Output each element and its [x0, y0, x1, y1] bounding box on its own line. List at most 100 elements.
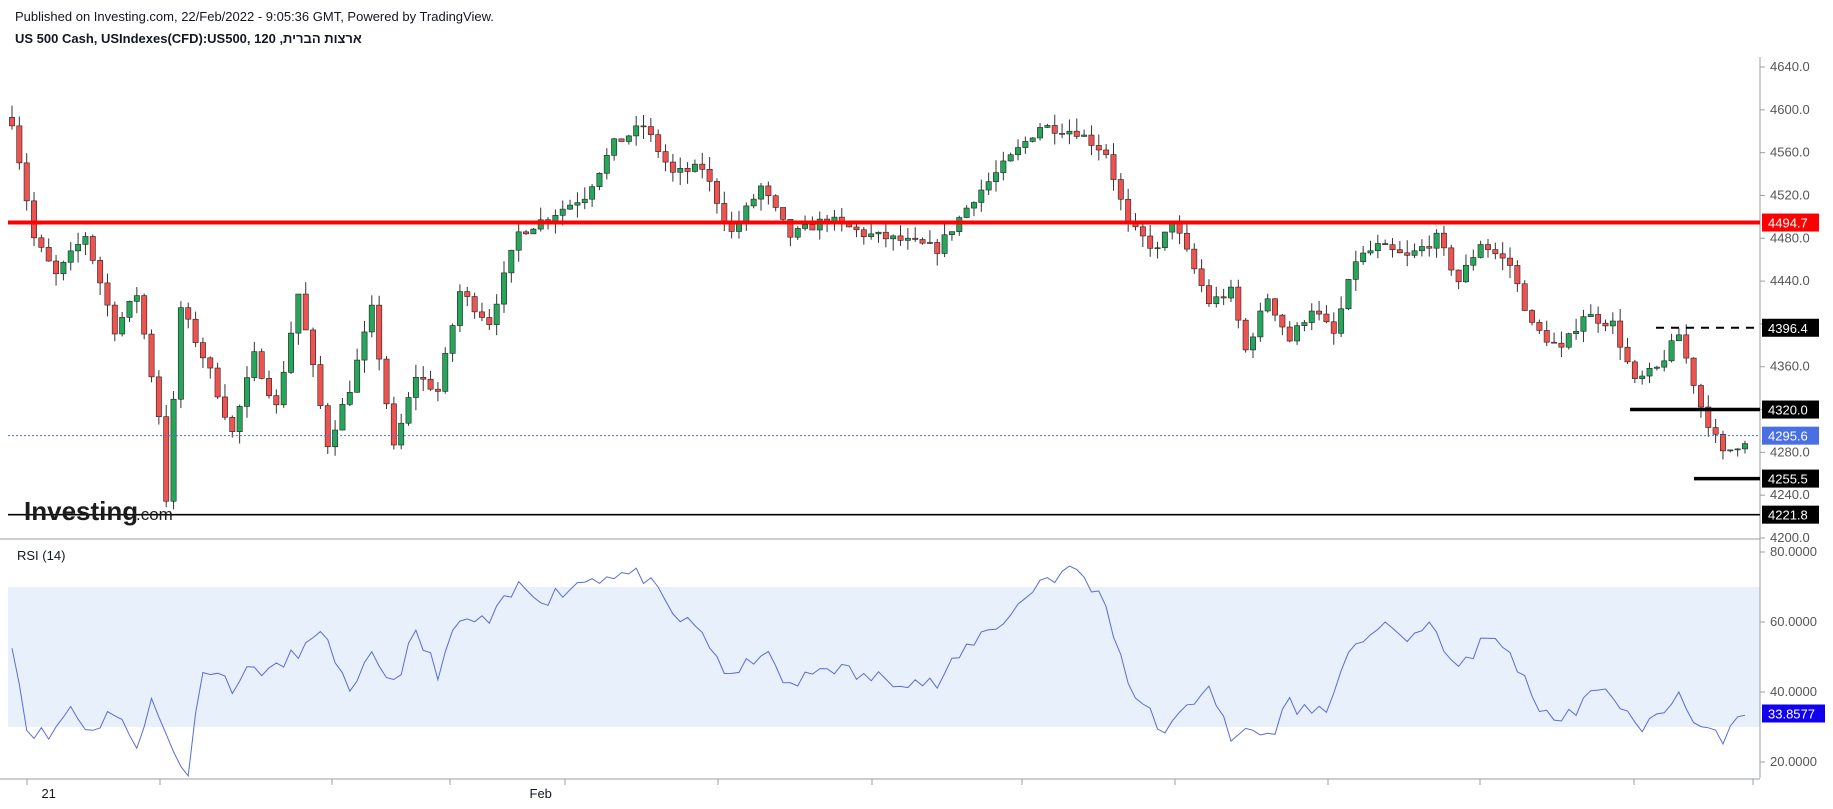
logo-brand: Investing [24, 496, 138, 526]
candle-body [229, 416, 236, 432]
rsi-tick-label: 60.0000 [1770, 614, 1817, 629]
candle-body [1345, 279, 1352, 310]
candle-body [155, 376, 162, 417]
rsi-band-layer [8, 587, 1760, 727]
candle-body [1330, 321, 1337, 334]
candle-body [133, 295, 140, 302]
level-price-label: 4494.7 [1768, 216, 1808, 231]
price-tick-label: 4240.0 [1770, 487, 1810, 502]
level-price-box [1762, 400, 1819, 419]
candle-body [904, 237, 911, 241]
candle-body [1558, 342, 1565, 348]
candle-body [38, 237, 45, 248]
candle-body [596, 172, 603, 187]
rsi-layer [11, 565, 1746, 778]
candle-body [1213, 296, 1220, 305]
candle-body [772, 195, 779, 208]
candle-body [1169, 223, 1176, 233]
candle-body [677, 168, 684, 173]
rsi-band [8, 587, 1760, 727]
candle-body [1396, 249, 1403, 254]
candle-body [97, 260, 104, 284]
candle-body [214, 367, 221, 398]
candle-body [1734, 448, 1741, 451]
candle-body [1536, 322, 1543, 331]
levels-layer [8, 220, 1760, 516]
candle-body [236, 406, 243, 432]
candle-body [1294, 325, 1301, 342]
candle-body [1742, 443, 1748, 450]
time-tick-label: Feb [530, 786, 552, 801]
candle-body [317, 364, 324, 406]
candle-body [1653, 366, 1660, 369]
candle-body [963, 207, 970, 218]
candle-body [383, 358, 390, 405]
candle-body [890, 235, 897, 240]
candle-body [1088, 134, 1095, 146]
candle-body [1639, 375, 1646, 379]
candle-body [1352, 261, 1359, 280]
candle-body [1059, 133, 1066, 135]
candle-body [1624, 346, 1631, 363]
candle-body [405, 397, 412, 424]
candle-body [273, 395, 280, 406]
candle-body [1301, 322, 1308, 326]
candle-body [266, 378, 272, 396]
candle-body [1433, 232, 1440, 249]
level-price-label: 4295.6 [1768, 429, 1808, 444]
candle-body [1514, 265, 1521, 285]
candle-body [1316, 310, 1323, 315]
candle-body [523, 231, 529, 235]
candle-body [640, 125, 647, 128]
candle-body [1154, 247, 1161, 250]
logo-suffix: .com [136, 505, 173, 524]
candle-body [618, 138, 625, 142]
candle-body [9, 117, 15, 127]
candle-body [222, 396, 228, 418]
candle-body [934, 242, 941, 254]
rsi-line [11, 565, 1746, 778]
candle-body [1051, 125, 1058, 134]
candle-body [1117, 179, 1124, 200]
candle-body [985, 181, 992, 191]
candle-body [45, 247, 52, 262]
candle-body [647, 126, 654, 135]
candle-body [486, 317, 493, 325]
candle-body [288, 332, 294, 373]
candle-body [148, 333, 155, 378]
candle-body [1176, 223, 1183, 234]
candle-body [1720, 433, 1726, 452]
candle-body [82, 236, 89, 245]
candle-body [501, 272, 507, 305]
candle-body [346, 392, 353, 405]
candle-body [420, 377, 427, 380]
candle-body [625, 135, 632, 142]
candle-body [177, 307, 184, 400]
candle-body [897, 235, 904, 241]
price-tick-label: 4640.0 [1770, 59, 1810, 74]
candles-layer [9, 105, 1748, 510]
rsi-tick-label: 40.0000 [1770, 684, 1817, 699]
candle-body [1073, 130, 1080, 137]
candle-body [655, 134, 662, 152]
candle-body [1110, 154, 1117, 180]
candle-body [119, 317, 126, 335]
candle-body [1470, 257, 1477, 266]
candle-body [552, 215, 559, 222]
candle-body [1147, 235, 1154, 249]
candle-body [750, 198, 757, 207]
candle-body [1103, 149, 1110, 155]
level-price-box [1762, 469, 1819, 488]
price-tick-label: 4280.0 [1770, 444, 1810, 459]
candle-body [1551, 341, 1558, 344]
candle-body [1565, 333, 1572, 348]
candle-body [662, 151, 669, 163]
candle-body [1198, 268, 1205, 286]
candle-body [464, 291, 471, 297]
level-price-label: 4255.5 [1768, 472, 1808, 487]
axis-labels-layer: 4640.04600.04560.04520.04480.04440.04400… [41, 59, 1825, 801]
candle-body [170, 398, 177, 502]
price-tick-label: 4440.0 [1770, 273, 1810, 288]
candle-body [53, 260, 60, 275]
